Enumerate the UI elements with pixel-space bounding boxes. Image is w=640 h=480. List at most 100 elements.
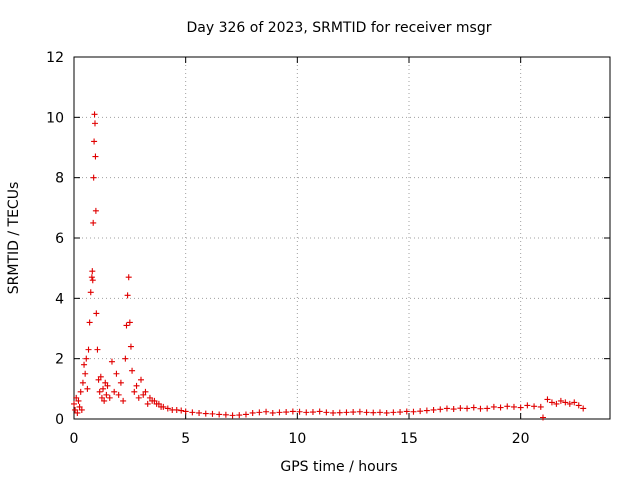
data-point: [127, 343, 134, 350]
ticks: 0 5 10 15 20 0 2 4 6 8 10 12: [46, 50, 610, 447]
data-point: [84, 385, 91, 392]
data-point: [336, 409, 343, 416]
data-point: [566, 400, 573, 407]
y-tick-label: 12: [46, 50, 64, 66]
data-point: [178, 407, 185, 414]
data-point: [115, 391, 122, 398]
data-point: [437, 406, 444, 413]
data-point: [86, 319, 93, 326]
data-point: [129, 367, 136, 374]
data-point: [103, 391, 110, 398]
data-point: [78, 406, 85, 413]
chart-title: Day 326 of 2023, SRMTID for receiver msg…: [187, 20, 492, 36]
data-point: [517, 404, 524, 411]
data-point: [303, 409, 310, 416]
data-point: [173, 406, 180, 413]
data-point: [390, 409, 397, 416]
data-point: [146, 394, 153, 401]
data-point: [98, 394, 105, 401]
data-point: [73, 394, 80, 401]
data-point: [553, 400, 560, 407]
data-point: [276, 409, 283, 416]
data-point: [423, 407, 430, 414]
data-point: [222, 411, 229, 418]
data-point: [95, 376, 102, 383]
data-point: [383, 409, 390, 416]
data-point: [91, 138, 98, 145]
x-tick-label: 20: [512, 431, 530, 447]
data-point: [88, 274, 95, 281]
data-point: [82, 370, 89, 377]
data-point: [155, 400, 162, 407]
data-point: [108, 358, 115, 365]
data-point: [125, 274, 132, 281]
data-point: [510, 403, 517, 410]
data-point: [531, 403, 538, 410]
data-point: [370, 409, 377, 416]
data-point: [91, 120, 98, 127]
data-point: [97, 373, 104, 380]
data-point: [85, 346, 92, 353]
data-point: [571, 399, 578, 406]
data-point: [296, 408, 303, 415]
data-point: [102, 379, 109, 386]
data-point: [196, 409, 203, 416]
data-point: [91, 111, 98, 118]
grid: [74, 57, 610, 419]
data-point: [189, 409, 196, 416]
data-point: [101, 397, 108, 404]
data-point: [575, 402, 582, 409]
x-tick-label: 15: [400, 431, 418, 447]
data-point: [557, 397, 564, 404]
y-tick-label: 6: [55, 231, 64, 247]
data-point: [77, 388, 84, 395]
data-point: [79, 379, 86, 386]
data-point: [283, 409, 290, 416]
data-point: [229, 412, 236, 419]
data-point: [477, 405, 484, 412]
data-point: [323, 409, 330, 416]
data-point: [289, 408, 296, 415]
data-point: [343, 409, 350, 416]
x-tick-label: 5: [181, 431, 190, 447]
data-point: [269, 409, 276, 416]
data-point: [160, 403, 167, 410]
data-point: [464, 405, 471, 412]
data-point: [330, 409, 337, 416]
y-tick-label: 0: [55, 412, 64, 428]
data-point: [216, 411, 223, 418]
data-point: [90, 174, 97, 181]
x-tick-label: 10: [288, 431, 306, 447]
data-point: [142, 388, 149, 395]
data-point: [410, 408, 417, 415]
data-point: [92, 153, 99, 160]
data-point: [83, 355, 90, 362]
data-point: [89, 277, 96, 284]
data-point: [263, 408, 270, 415]
x-tick-label: 0: [70, 431, 79, 447]
data-point: [256, 409, 263, 416]
data-point: [96, 388, 103, 395]
data-point: [124, 292, 131, 299]
data-point: [484, 405, 491, 412]
data-point: [417, 408, 424, 415]
data-point: [316, 408, 323, 415]
data-point: [164, 405, 171, 412]
data-point: [397, 409, 404, 416]
data-point: [504, 403, 511, 410]
x-axis-label: GPS time / hours: [280, 459, 397, 475]
data-point: [92, 207, 99, 214]
data-point: [71, 400, 77, 407]
data-point: [140, 391, 147, 398]
data-point: [81, 361, 88, 368]
data-point: [363, 409, 370, 416]
data-point: [350, 409, 357, 416]
y-tick-label: 10: [46, 110, 64, 126]
data-point: [100, 385, 107, 392]
data-point: [209, 410, 216, 417]
data-point: [74, 409, 81, 416]
data-point: [242, 411, 249, 418]
data-point: [403, 408, 410, 415]
data-point: [356, 408, 363, 415]
